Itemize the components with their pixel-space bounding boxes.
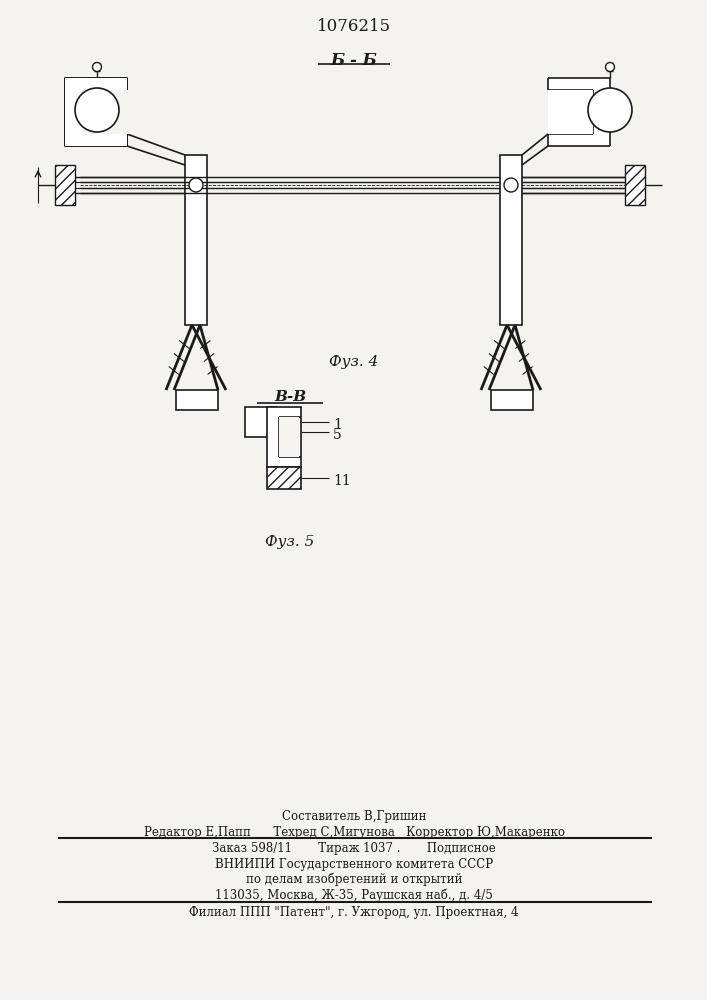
Text: Редактор Е,Папп      Техред С,Мигунова   Корректор Ю,Макаренко: Редактор Е,Папп Техред С,Мигунова Коррек… <box>144 826 564 839</box>
Bar <box>65 78 82 146</box>
Text: В-В: В-В <box>274 390 306 404</box>
Bar <box>65 78 127 90</box>
Polygon shape <box>55 165 75 205</box>
Text: Филиал ППП "Патент", г. Ужгород, ул. Проектная, 4: Филиал ППП "Патент", г. Ужгород, ул. Про… <box>189 906 519 919</box>
Bar <box>548 78 610 146</box>
Text: 11: 11 <box>333 474 351 488</box>
Circle shape <box>605 62 614 72</box>
Circle shape <box>75 88 119 132</box>
Text: 113035, Москва, Ж-35, Раушская наб., д. 4/5: 113035, Москва, Ж-35, Раушская наб., д. … <box>215 888 493 902</box>
Text: по делам изобретений и открытий: по делам изобретений и открытий <box>246 873 462 886</box>
Text: Фуз. 4: Фуз. 4 <box>329 355 379 369</box>
Text: Фуз. 5: Фуз. 5 <box>265 535 315 549</box>
Circle shape <box>93 62 102 72</box>
Circle shape <box>189 178 203 192</box>
Text: 5: 5 <box>333 428 341 442</box>
Bar <box>279 417 299 457</box>
Text: 1: 1 <box>333 418 342 432</box>
Bar <box>245 407 277 437</box>
Polygon shape <box>625 165 645 205</box>
Bar <box>176 390 218 410</box>
Polygon shape <box>267 467 301 489</box>
Bar <box>491 390 533 410</box>
Bar <box>65 134 127 146</box>
Bar <box>185 155 207 325</box>
Circle shape <box>504 178 518 192</box>
Bar <box>500 155 522 325</box>
Bar <box>267 407 301 467</box>
Bar <box>82 90 130 134</box>
Text: Б - Б: Б - Б <box>331 52 378 69</box>
Text: Составитель В,Гришин: Составитель В,Гришин <box>282 810 426 823</box>
Text: ВНИИПИ Государственного комитета СССР: ВНИИПИ Государственного комитета СССР <box>215 858 493 871</box>
Text: Заказ 598/11       Тираж 1037 .       Подписное: Заказ 598/11 Тираж 1037 . Подписное <box>212 842 496 855</box>
Bar <box>65 78 127 146</box>
Bar <box>548 90 593 134</box>
Circle shape <box>588 88 632 132</box>
Text: 1076215: 1076215 <box>317 18 391 35</box>
